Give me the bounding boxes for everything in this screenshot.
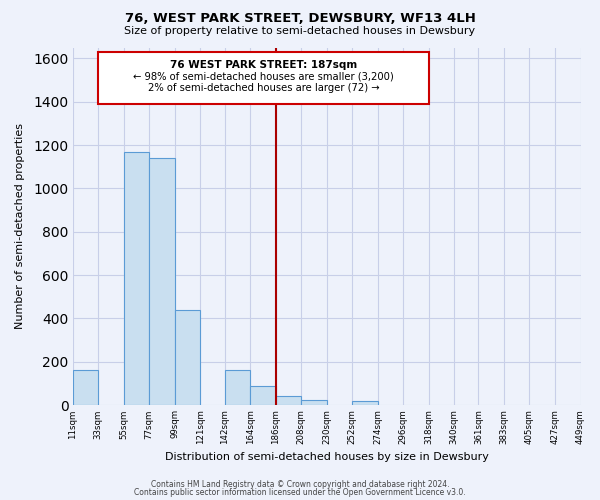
Bar: [275, 396, 301, 405]
Bar: [224, 370, 250, 405]
Bar: [250, 386, 275, 405]
Text: Contains public sector information licensed under the Open Government Licence v3: Contains public sector information licen…: [134, 488, 466, 497]
Bar: [301, 400, 326, 405]
Bar: [124, 152, 149, 405]
Bar: [175, 310, 200, 405]
Text: Contains HM Land Registry data © Crown copyright and database right 2024.: Contains HM Land Registry data © Crown c…: [151, 480, 449, 489]
X-axis label: Distribution of semi-detached houses by size in Dewsbury: Distribution of semi-detached houses by …: [164, 452, 488, 462]
Text: 76 WEST PARK STREET: 187sqm: 76 WEST PARK STREET: 187sqm: [170, 60, 357, 70]
Bar: [352, 401, 377, 405]
Text: 2% of semi-detached houses are larger (72) →: 2% of semi-detached houses are larger (7…: [148, 83, 379, 93]
Bar: [149, 158, 175, 405]
Text: 76, WEST PARK STREET, DEWSBURY, WF13 4LH: 76, WEST PARK STREET, DEWSBURY, WF13 4LH: [125, 12, 475, 26]
Bar: [73, 370, 98, 405]
Y-axis label: Number of semi-detached properties: Number of semi-detached properties: [15, 124, 25, 330]
Text: ← 98% of semi-detached houses are smaller (3,200): ← 98% of semi-detached houses are smalle…: [133, 72, 394, 82]
Text: Size of property relative to semi-detached houses in Dewsbury: Size of property relative to semi-detach…: [124, 26, 476, 36]
FancyBboxPatch shape: [98, 52, 428, 104]
